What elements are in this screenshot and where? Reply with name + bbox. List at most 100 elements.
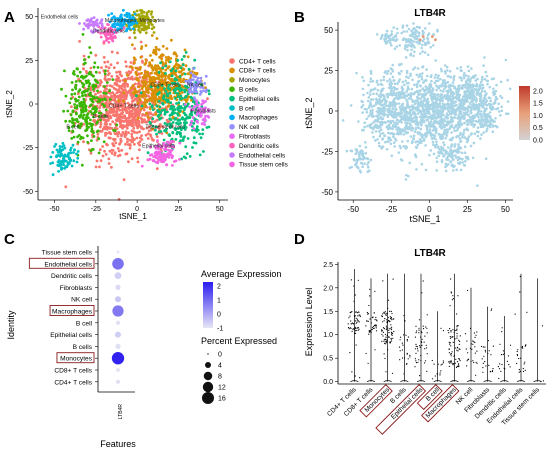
cell-point: [150, 88, 154, 92]
cell-point: [162, 141, 165, 145]
cell-point: [460, 151, 464, 155]
cell-point: [73, 92, 77, 96]
cell-point: [379, 92, 383, 96]
cell-point: [57, 170, 60, 173]
cell-point: [120, 148, 124, 152]
cell-point: [412, 136, 415, 140]
expr-point: [354, 320, 356, 322]
cell-point: [376, 119, 380, 123]
cell-point: [77, 134, 81, 137]
expr-point: [386, 334, 388, 336]
expr-point: [351, 371, 353, 373]
cell-point: [113, 35, 117, 38]
cell-point: [190, 113, 194, 117]
cell-point: [426, 37, 430, 41]
cell-point: [447, 163, 450, 166]
cell-point: [426, 40, 430, 43]
cell-point: [115, 83, 119, 87]
cell-point: [391, 119, 395, 123]
cell-point: [361, 104, 365, 107]
cell-point: [111, 78, 115, 81]
cell-point: [384, 42, 388, 45]
cell-point: [483, 77, 487, 81]
cell-point: [178, 109, 182, 113]
panel-d-y-ticks: 0.00.51.01.52.02.5: [323, 262, 338, 386]
cell-point: [393, 105, 397, 108]
cell-point: [76, 140, 80, 144]
cell-point: [471, 104, 475, 108]
cell-point: [90, 129, 94, 133]
expr-point: [375, 327, 377, 329]
cell-point: [399, 146, 403, 150]
cell-point: [201, 128, 205, 132]
cell-point: [405, 131, 408, 135]
cell-point: [416, 123, 420, 127]
cell-point: [163, 110, 167, 114]
cell-point: [388, 86, 392, 90]
cell-point: [405, 94, 409, 98]
cell-point: [435, 79, 438, 83]
cell-point: [401, 24, 405, 28]
cell-point: [202, 150, 205, 153]
cell-point: [417, 34, 421, 37]
cell-point: [81, 94, 84, 98]
cell-point: [85, 122, 89, 126]
cell-point: [451, 108, 454, 111]
cell-point: [126, 105, 130, 109]
cell-point: [388, 132, 392, 135]
cell-point: [405, 30, 409, 33]
cell-point: [135, 9, 139, 13]
cell-point: [466, 83, 470, 86]
panel-b-colorbar: [519, 86, 530, 140]
cell-point: [165, 92, 169, 96]
cell-point: [188, 83, 192, 86]
cell-point: [476, 134, 480, 138]
cell-point: [464, 86, 467, 89]
cell-point: [107, 23, 110, 27]
cell-point: [412, 68, 415, 71]
expr-point: [383, 353, 385, 355]
cell-point: [396, 82, 400, 85]
cell-point: [185, 100, 188, 104]
cell-point: [416, 112, 420, 115]
cell-point: [184, 145, 188, 149]
expr-point: [386, 312, 388, 314]
cell-point: [122, 8, 125, 12]
cell-point: [476, 89, 479, 92]
cell-point: [143, 15, 147, 19]
cell-point: [473, 88, 476, 91]
cell-point: [439, 84, 443, 88]
cell-point: [434, 59, 438, 62]
cell-point: [154, 128, 157, 132]
cell-point: [144, 95, 148, 98]
cell-point: [149, 112, 153, 116]
cell-point: [130, 123, 134, 127]
cell-point: [407, 87, 410, 91]
cell-point: [76, 150, 80, 153]
cell-point: [186, 116, 190, 120]
cell-point: [385, 148, 389, 151]
cell-point: [67, 126, 71, 130]
cell-point: [136, 160, 140, 164]
cell-point: [414, 126, 418, 130]
colorbar-tick-label: 1.0: [533, 113, 543, 120]
cell-point: [431, 102, 434, 105]
legend-label: NK cell: [239, 124, 259, 131]
cell-point: [369, 158, 373, 162]
identity-label: B cell: [76, 320, 93, 327]
cell-point: [103, 77, 107, 81]
cell-point: [150, 120, 154, 123]
cell-point: [433, 81, 437, 85]
cell-point: [110, 27, 113, 31]
cell-point: [137, 112, 141, 116]
cell-point: [380, 103, 383, 107]
cell-point: [390, 44, 393, 47]
cell-point: [106, 73, 110, 77]
cell-point: [73, 148, 76, 152]
cell-point: [169, 105, 173, 109]
legend-swatch: [229, 95, 235, 102]
cell-point: [420, 75, 424, 79]
cell-point-high: [418, 38, 422, 42]
cell-point: [170, 69, 173, 73]
cell-point: [127, 18, 131, 22]
